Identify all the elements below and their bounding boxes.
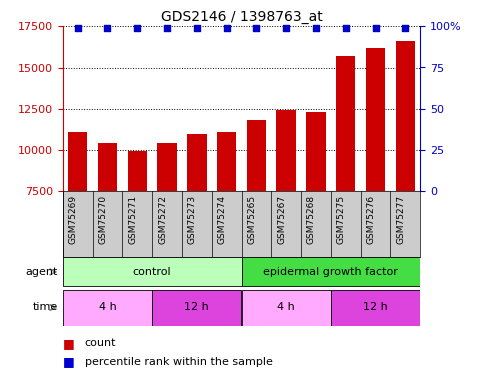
Bar [68, 132, 87, 191]
Text: GSM75277: GSM75277 [397, 195, 405, 244]
Point [74, 25, 82, 31]
Text: 4 h: 4 h [277, 303, 295, 312]
Text: GSM75276: GSM75276 [367, 195, 376, 244]
Bar [152, 290, 242, 326]
Text: GSM75275: GSM75275 [337, 195, 346, 244]
Point [133, 25, 141, 31]
Text: 12 h: 12 h [185, 303, 209, 312]
Bar [187, 134, 207, 191]
Text: control: control [133, 267, 171, 277]
Point [282, 25, 290, 31]
Title: GDS2146 / 1398763_at: GDS2146 / 1398763_at [161, 10, 322, 24]
Bar [396, 41, 415, 191]
Text: agent: agent [26, 267, 58, 277]
Point [342, 25, 350, 31]
Point [312, 25, 320, 31]
Text: 12 h: 12 h [363, 303, 388, 312]
Bar [306, 112, 326, 191]
Text: ■: ■ [63, 337, 74, 350]
Text: ■: ■ [63, 356, 74, 368]
Text: time: time [33, 303, 58, 312]
Text: GSM75268: GSM75268 [307, 195, 316, 244]
Bar [63, 290, 152, 326]
Bar [98, 143, 117, 191]
Bar [276, 110, 296, 191]
Bar [247, 120, 266, 191]
Text: GSM75265: GSM75265 [247, 195, 256, 244]
Text: percentile rank within the sample: percentile rank within the sample [85, 357, 272, 367]
Bar [217, 132, 236, 191]
Text: epidermal growth factor: epidermal growth factor [263, 267, 398, 277]
Point [253, 25, 260, 31]
Bar [366, 48, 385, 191]
Text: GSM75270: GSM75270 [99, 195, 108, 244]
Text: 4 h: 4 h [99, 303, 116, 312]
Bar [336, 56, 355, 191]
Bar [331, 290, 420, 326]
Point [193, 25, 201, 31]
Text: GSM75267: GSM75267 [277, 195, 286, 244]
Bar [242, 290, 331, 326]
Text: count: count [85, 338, 116, 348]
Point [104, 25, 112, 31]
Bar [63, 258, 242, 286]
Bar [128, 151, 147, 191]
Point [372, 25, 380, 31]
Text: GSM75274: GSM75274 [218, 195, 227, 243]
Text: GSM75273: GSM75273 [188, 195, 197, 244]
Bar [157, 142, 177, 191]
Text: GSM75272: GSM75272 [158, 195, 167, 243]
Text: GSM75271: GSM75271 [128, 195, 137, 244]
Point [223, 25, 230, 31]
Text: GSM75269: GSM75269 [69, 195, 78, 244]
Point [163, 25, 171, 31]
Bar [242, 258, 420, 286]
Point [401, 25, 409, 31]
